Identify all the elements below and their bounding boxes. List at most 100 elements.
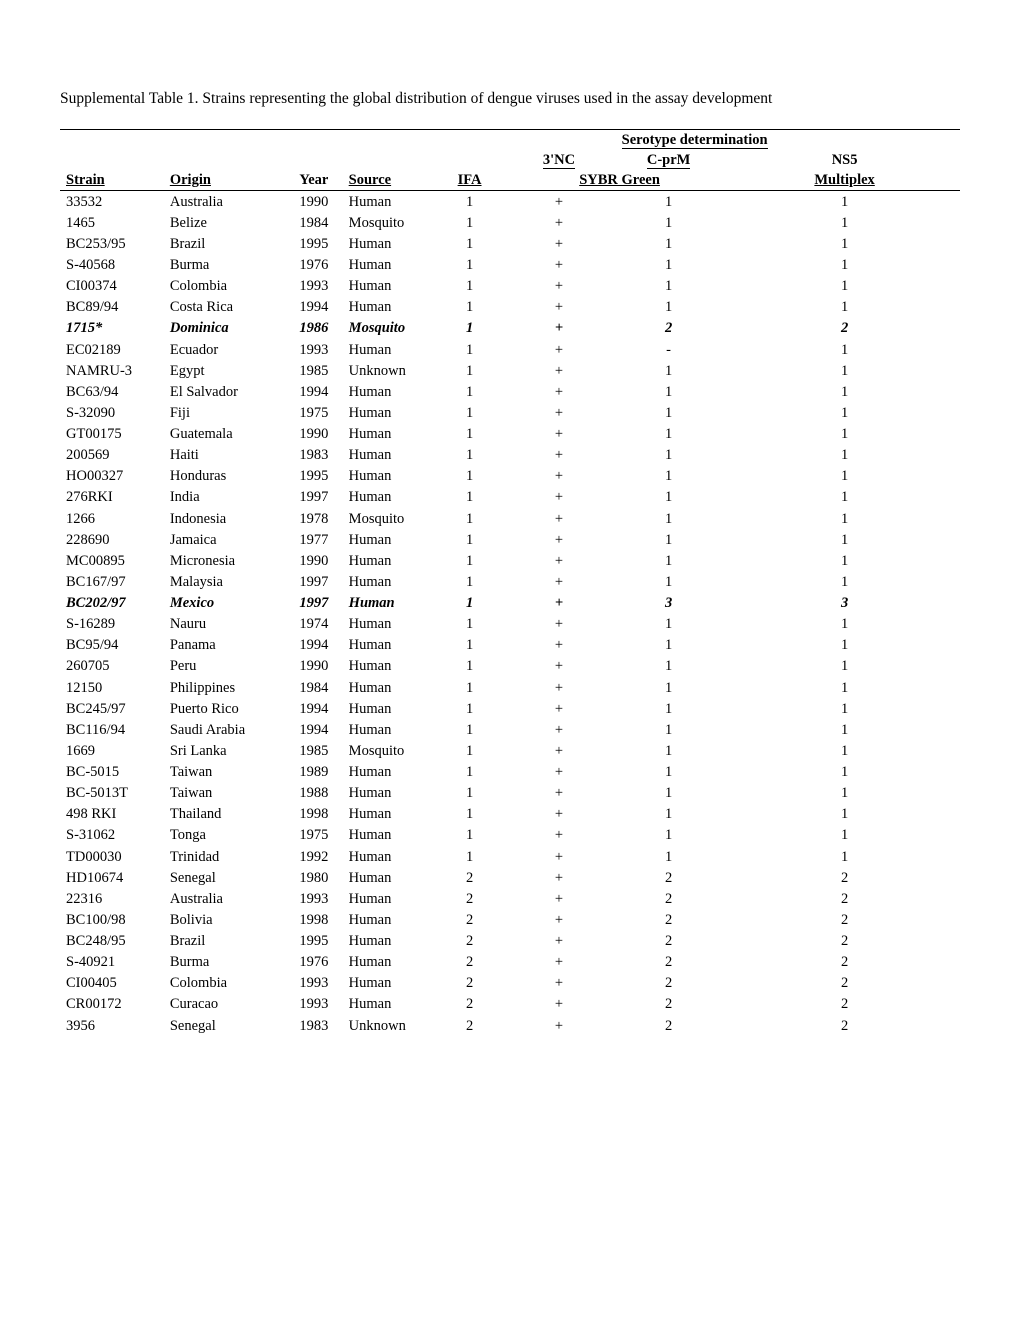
table-row: MC00895Micronesia1990Human1+11 [60,550,960,571]
cell-year: 1976 [285,255,343,276]
cell-cprm: 1 [608,466,729,487]
cell-strain: BC253/95 [60,233,164,254]
cell-source: Human [343,994,430,1015]
cell-ifa: 1 [429,656,510,677]
cell-origin: Fiji [164,402,285,423]
cell-source: Human [343,529,430,550]
table-row: EC02189Ecuador1993Human1+-1 [60,339,960,360]
cell-source: Human [343,825,430,846]
cell-cprm: 1 [608,825,729,846]
cell-ifa: 2 [429,931,510,952]
cell-origin: Curacao [164,994,285,1015]
cell-origin: Burma [164,952,285,973]
cell-year: 1993 [285,888,343,909]
cell-ifa: 1 [429,508,510,529]
cell-strain: 1669 [60,740,164,761]
table-row: CI00374Colombia1993Human1+11 [60,276,960,297]
cell-cprm: - [608,339,729,360]
table-row: BC89/94Costa Rica1994Human1+11 [60,297,960,318]
cell-source: Human [343,656,430,677]
table-row: 260705Peru1990Human1+11 [60,656,960,677]
cell-ifa: 1 [429,487,510,508]
cell-nc: + [510,191,608,213]
cell-strain: 33532 [60,191,164,213]
cell-nc: + [510,888,608,909]
cell-nc: + [510,233,608,254]
cell-strain: 200569 [60,445,164,466]
cell-cprm: 1 [608,445,729,466]
cell-origin: Burma [164,255,285,276]
cell-nc: + [510,508,608,529]
cell-source: Human [343,719,430,740]
cell-nc: + [510,550,608,571]
table-row: S-32090Fiji1975Human1+11 [60,402,960,423]
cell-strain: BC245/97 [60,698,164,719]
cell-ns5: 1 [729,424,960,445]
cell-nc: + [510,402,608,423]
cell-nc: + [510,931,608,952]
cell-ns5: 1 [729,571,960,592]
cell-ifa: 1 [429,276,510,297]
cell-cprm: 1 [608,424,729,445]
table-row: S-40568Burma1976Human1+11 [60,255,960,276]
header-source: Source [343,170,430,191]
cell-ns5: 1 [729,740,960,761]
cell-origin: Taiwan [164,762,285,783]
cell-ns5: 1 [729,529,960,550]
cell-year: 1983 [285,445,343,466]
cell-ifa: 1 [429,402,510,423]
table-row: BC-5013TTaiwan1988Human1+11 [60,783,960,804]
cell-ns5: 2 [729,867,960,888]
cell-strain: BC167/97 [60,571,164,592]
table-body: 33532Australia1990Human1+111465Belize198… [60,191,960,1037]
cell-ifa: 1 [429,360,510,381]
cell-cprm: 1 [608,783,729,804]
cell-ns5: 1 [729,339,960,360]
cell-source: Human [343,487,430,508]
cell-cprm: 1 [608,255,729,276]
table-row: 3956Senegal1983Unknown2+22 [60,1015,960,1036]
cell-source: Human [343,867,430,888]
cell-ifa: 1 [429,381,510,402]
cell-strain: 12150 [60,677,164,698]
cell-origin: Indonesia [164,508,285,529]
cell-source: Human [343,804,430,825]
cell-year: 1990 [285,550,343,571]
table-row: TD00030Trinidad1992Human1+11 [60,846,960,867]
cell-nc: + [510,846,608,867]
table-row: S-40921Burma1976Human2+22 [60,952,960,973]
cell-nc: + [510,762,608,783]
table-row: 498 RKIThailand1998Human1+11 [60,804,960,825]
cell-cprm: 2 [608,1015,729,1036]
cell-year: 1993 [285,994,343,1015]
cell-source: Human [343,677,430,698]
cell-ifa: 1 [429,255,510,276]
cell-cprm: 1 [608,614,729,635]
cell-source: Human [343,846,430,867]
cell-ifa: 1 [429,445,510,466]
cell-origin: Honduras [164,466,285,487]
cell-origin: Nauru [164,614,285,635]
cell-ns5: 1 [729,825,960,846]
cell-ns5: 2 [729,1015,960,1036]
table-row: BC167/97Malaysia1997Human1+11 [60,571,960,592]
cell-source: Human [343,888,430,909]
cell-strain: BC63/94 [60,381,164,402]
header-origin: Origin [164,170,285,191]
cell-year: 1985 [285,360,343,381]
cell-ns5: 3 [729,593,960,614]
cell-origin: Puerto Rico [164,698,285,719]
table-row: S-31062Tonga1975Human1+11 [60,825,960,846]
cell-ns5: 2 [729,994,960,1015]
cell-year: 1988 [285,783,343,804]
cell-strain: BC116/94 [60,719,164,740]
cell-ns5: 2 [729,909,960,930]
cell-nc: + [510,297,608,318]
cell-origin: Australia [164,191,285,213]
cell-cprm: 1 [608,233,729,254]
cell-cprm: 2 [608,318,729,339]
cell-strain: CI00374 [60,276,164,297]
cell-ns5: 1 [729,233,960,254]
cell-ns5: 1 [729,381,960,402]
cell-ns5: 1 [729,635,960,656]
